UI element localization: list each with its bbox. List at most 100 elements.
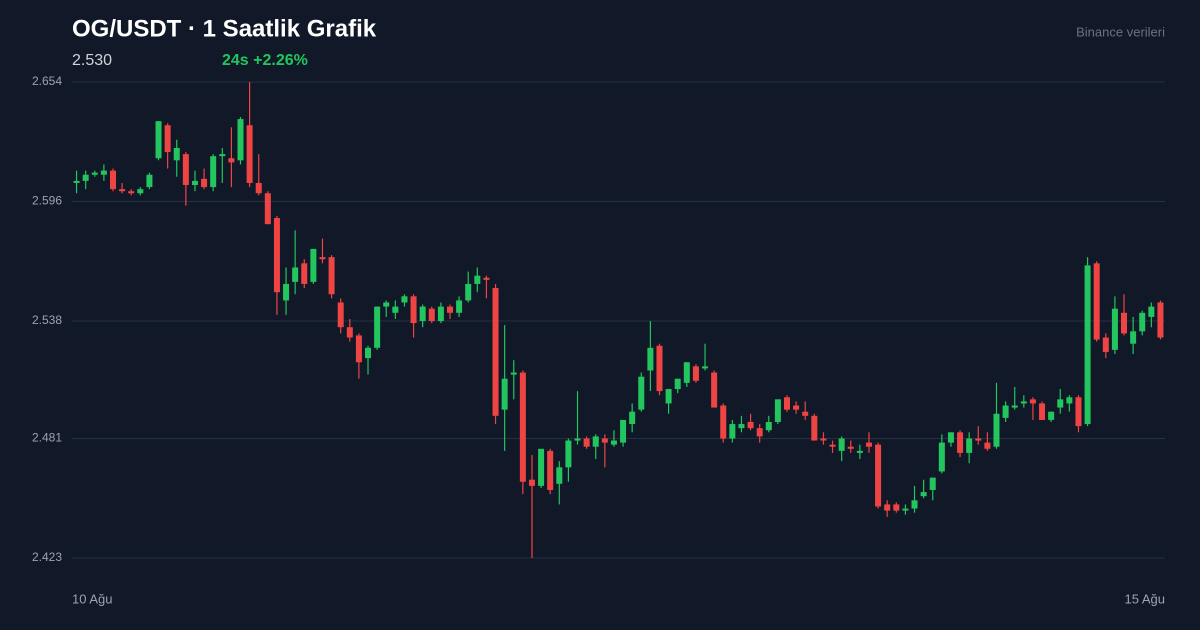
candle-body (100, 170, 107, 175)
candle-body (528, 479, 535, 486)
candle-body (1066, 397, 1073, 404)
candle-body (692, 366, 699, 381)
candle-body (620, 419, 627, 443)
candle-body (137, 189, 144, 194)
candle-body (756, 428, 763, 437)
candle-body (1093, 263, 1100, 340)
candle-body (993, 413, 1000, 447)
y-tick-label: 2.596 (32, 194, 62, 208)
candle-body (483, 277, 490, 280)
candle-body (301, 263, 308, 284)
candle-body (629, 411, 636, 425)
candle-body (1139, 312, 1146, 332)
candle-body (865, 442, 872, 447)
candle-body (811, 415, 818, 441)
candle-body (1075, 397, 1082, 427)
candle-body (683, 362, 690, 383)
candle-body (109, 170, 116, 190)
candle-body (738, 424, 745, 429)
candle-body (519, 372, 526, 482)
candle-body (920, 492, 927, 497)
candle-body (610, 440, 617, 445)
current-price: 2.530 (72, 52, 112, 69)
candle-body (1048, 411, 1055, 420)
chart-title: OG/USDT · 1 Saatlik Grafik (72, 15, 377, 42)
candle-body (1020, 401, 1027, 404)
candle-body (856, 450, 863, 453)
candle-body (820, 438, 827, 441)
candle-body (410, 296, 417, 324)
candle-body (838, 438, 845, 451)
candle-body (565, 440, 572, 468)
candle-body (365, 347, 372, 359)
candle-body (656, 345, 663, 392)
candle-body (1011, 405, 1018, 408)
candle-body (1148, 306, 1155, 317)
candle-body (556, 467, 563, 484)
candle-body (1111, 308, 1118, 350)
candle-body (1157, 302, 1164, 338)
candle-body (283, 283, 290, 301)
candle-body (401, 296, 408, 303)
candle-body (346, 327, 353, 338)
candle-body (437, 306, 444, 322)
candle-body (91, 172, 98, 175)
candle-body (1121, 312, 1128, 334)
candle-body (975, 438, 982, 441)
candle-body (1039, 403, 1046, 420)
candle-body (456, 300, 463, 313)
candle-body (182, 154, 189, 186)
candle-body (720, 405, 727, 439)
candle-body (665, 389, 672, 404)
candle-body (1057, 399, 1064, 408)
candle-body (674, 378, 681, 390)
candle-body (474, 275, 481, 284)
candle-body (793, 405, 800, 410)
candle-body (492, 288, 499, 416)
candle-body (465, 283, 472, 301)
candle-body (428, 308, 435, 322)
candle-body (829, 444, 836, 447)
candle-body (228, 158, 235, 163)
candle-body (765, 422, 772, 431)
candle-body (319, 257, 326, 260)
candle-body (237, 119, 244, 161)
candle-body (774, 399, 781, 422)
candle-body (583, 438, 590, 447)
candle-body (292, 267, 299, 282)
candle-body (574, 438, 581, 441)
candle-body (893, 504, 900, 511)
candle-body (592, 436, 599, 447)
candle-body (155, 121, 162, 159)
candle-body (191, 180, 198, 186)
candle-body (210, 156, 217, 188)
candle-body (1029, 399, 1036, 404)
candle-body (383, 302, 390, 307)
candle-body (802, 411, 809, 416)
candle-body (938, 442, 945, 472)
candle-body (783, 397, 791, 410)
candle-body (446, 306, 454, 313)
y-tick-label: 2.481 (32, 431, 62, 445)
candle-body (601, 438, 608, 443)
candle-body (510, 372, 517, 375)
candle-body (201, 178, 208, 188)
candle-body (146, 174, 153, 188)
candle-body (547, 450, 554, 490)
candle-body (264, 193, 271, 225)
candle-body (966, 438, 973, 453)
candle-body (173, 147, 180, 161)
candle-body (847, 446, 854, 449)
candle-body (638, 376, 645, 410)
price-change: 24s +2.26% (222, 52, 308, 69)
candle-body (747, 422, 754, 429)
candle-body (246, 125, 253, 183)
candle-body (273, 218, 280, 293)
candle-body (392, 306, 399, 313)
candle-body (1102, 337, 1109, 352)
candle-body (419, 306, 426, 322)
candle-body (73, 180, 80, 183)
candle-body (647, 347, 654, 371)
candle-body (164, 125, 171, 153)
